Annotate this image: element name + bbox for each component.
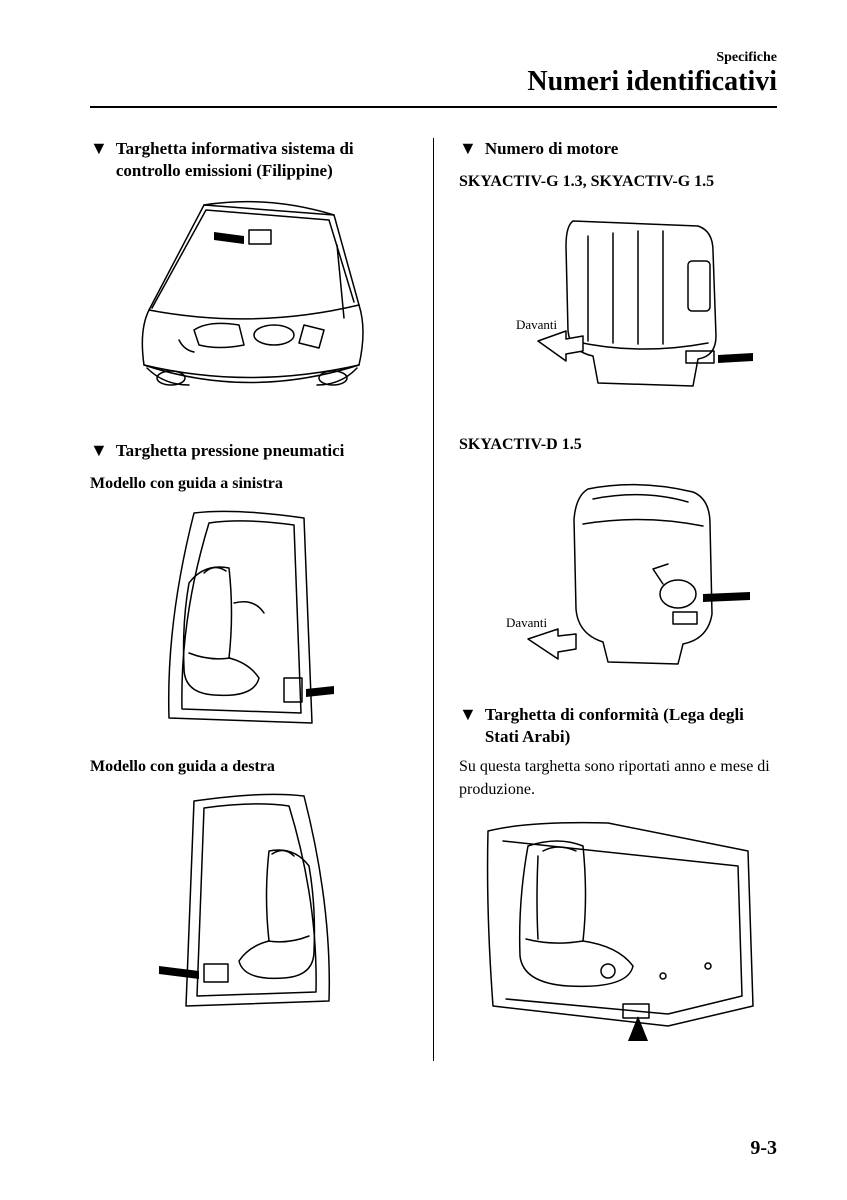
triangle-marker-icon: ▼ <box>90 138 108 160</box>
section-engine-number: ▼ Numero di motore <box>459 138 777 160</box>
illustration-seat-sill <box>459 811 777 1041</box>
section-title-conformity: Targhetta di conformità (Lega degli Stat… <box>485 704 777 748</box>
section-title-tire: Targhetta pressione pneumatici <box>116 440 345 462</box>
subheading-skyactiv-g: SKYACTIV-G 1.3, SKYACTIV-G 1.5 <box>459 173 777 191</box>
left-column: ▼ Targhetta informativa sistema di contr… <box>90 138 408 1061</box>
right-column: ▼ Numero di motore SKYACTIV-G 1.3, SKYAC… <box>459 138 777 1061</box>
section-title-emission: Targhetta informativa sistema di control… <box>116 138 408 182</box>
section-tire-pressure: ▼ Targhetta pressione pneumatici <box>90 440 408 462</box>
content-columns: ▼ Targhetta informativa sistema di contr… <box>90 138 777 1061</box>
illustration-engine-g: Davanti <box>459 201 777 411</box>
subheading-right-drive: Modello con guida a destra <box>90 758 408 776</box>
triangle-marker-icon: ▼ <box>459 704 477 726</box>
page-header: Specifiche Numeri identificativi <box>90 50 777 98</box>
illustration-door-right <box>90 786 408 1016</box>
column-divider <box>433 138 434 1061</box>
page-number: 9-3 <box>750 1137 777 1160</box>
conformity-body-text: Su questa targhetta sono riportati anno … <box>459 756 777 801</box>
illustration-engine-d: Davanti <box>459 464 777 684</box>
category-label: Specifiche <box>90 50 777 66</box>
subheading-left-drive: Modello con guida a sinistra <box>90 475 408 493</box>
front-label: Davanti <box>506 615 548 630</box>
illustration-hood-open <box>90 190 408 420</box>
front-label: Davanti <box>516 317 558 332</box>
triangle-marker-icon: ▼ <box>90 440 108 462</box>
section-conformity: ▼ Targhetta di conformità (Lega degli St… <box>459 704 777 748</box>
header-rule <box>90 106 777 108</box>
subheading-skyactiv-d: SKYACTIV-D 1.5 <box>459 436 777 454</box>
page-title: Numeri identificativi <box>90 66 777 98</box>
triangle-marker-icon: ▼ <box>459 138 477 160</box>
section-title-engine: Numero di motore <box>485 138 618 160</box>
section-emission-label: ▼ Targhetta informativa sistema di contr… <box>90 138 408 182</box>
illustration-door-left <box>90 503 408 733</box>
